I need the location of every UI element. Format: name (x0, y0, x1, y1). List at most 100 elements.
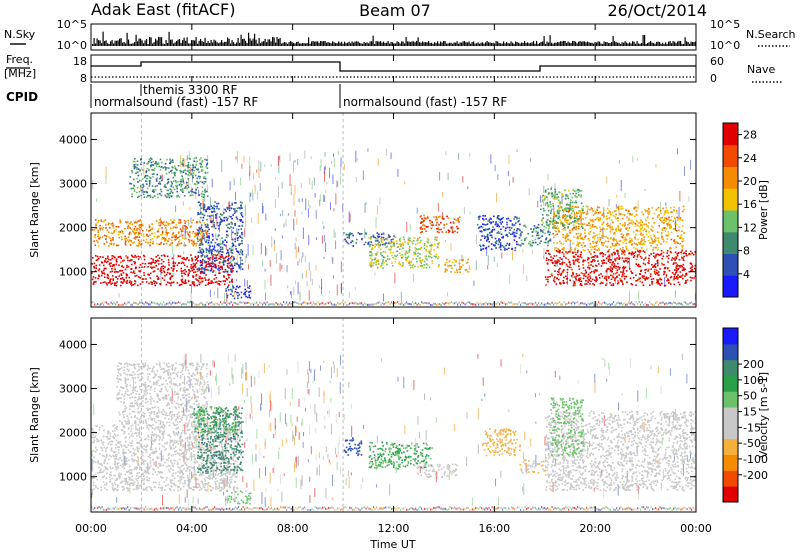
near-range-point (212, 303, 214, 306)
nsky-bar (464, 41, 466, 46)
scatter-point (170, 188, 173, 191)
near-range-point (539, 303, 541, 306)
scatter-point (592, 240, 594, 243)
scatter-point (136, 177, 138, 180)
noise-point (629, 258, 631, 271)
noise-point (142, 188, 144, 193)
scatter-point (389, 235, 391, 238)
scatter-point (208, 244, 211, 247)
scatter-point (174, 173, 176, 175)
scatter-point (141, 278, 144, 280)
nsky-bar (551, 42, 553, 46)
scatter-point (202, 272, 205, 275)
scatter-point (99, 228, 101, 231)
scatter-point (602, 261, 604, 264)
scatter-point (142, 233, 145, 236)
scatter-point (202, 207, 205, 209)
scatter-point (566, 268, 569, 271)
scatter-point (203, 234, 205, 237)
scatter-point (365, 233, 368, 235)
scatter-point (143, 190, 145, 193)
scatter-point (545, 252, 547, 254)
scatter-point (104, 219, 107, 221)
nsky-bar (120, 38, 122, 46)
near-range-point (326, 301, 328, 304)
scatter-point (656, 261, 659, 264)
scatter-point (203, 203, 206, 205)
nsky-bar (279, 37, 281, 46)
scatter-point (469, 268, 471, 270)
scatter-point (645, 233, 648, 236)
noise-point (294, 185, 296, 195)
scatter-point (165, 229, 168, 231)
scatter-point (191, 260, 193, 262)
scatter-point (222, 260, 225, 262)
noise-point (655, 164, 657, 168)
noise-point (282, 210, 284, 217)
scatter-point (110, 278, 112, 280)
scatter-point (422, 224, 424, 227)
scatter-point (581, 238, 584, 240)
scatter-point (480, 230, 483, 232)
scatter-point (625, 270, 628, 272)
scatter-point (200, 226, 203, 229)
scatter-point (148, 225, 151, 228)
scatter-point (215, 276, 218, 279)
near-range-point (473, 303, 475, 306)
nsky-bar (308, 37, 310, 46)
near-range-point (262, 303, 264, 306)
noise-point (323, 256, 325, 259)
scatter-point (488, 219, 491, 221)
scatter-point (239, 219, 242, 222)
noise-point (319, 285, 321, 289)
scatter-point (222, 280, 225, 282)
scatter-point (565, 217, 567, 219)
scatter-point (515, 222, 517, 224)
scatter-point (228, 215, 231, 218)
scatter-point (608, 258, 610, 260)
scatter-point (555, 254, 558, 257)
scatter-point (162, 260, 165, 263)
near-range-point (613, 301, 615, 304)
scatter-point (549, 238, 552, 241)
scatter-point (580, 280, 583, 283)
scatter-point (534, 226, 537, 229)
scatter-point (201, 267, 204, 270)
nsky-bar (284, 42, 286, 46)
scatter-point (529, 243, 532, 246)
scatter-point (569, 249, 571, 252)
scatter-point (577, 255, 579, 258)
scatter-point (485, 240, 488, 242)
scatter-point (168, 272, 171, 275)
nsky-bar (396, 41, 398, 46)
scatter-point (597, 260, 599, 263)
scatter-point (220, 280, 222, 283)
nsky-bar (624, 41, 626, 46)
scatter-point (396, 246, 399, 248)
scatter-point (103, 243, 106, 245)
scatter-point (569, 205, 571, 208)
scatter-point (223, 259, 226, 262)
near-range-point (601, 303, 603, 306)
nsky-bar (264, 38, 266, 46)
scatter-point (104, 281, 106, 283)
scatter-point (159, 270, 162, 272)
scatter-point (499, 239, 501, 241)
scatter-point (588, 267, 591, 269)
scatter-point (234, 240, 237, 243)
scatter-point (246, 286, 249, 289)
scatter-point (622, 248, 624, 251)
scatter-point (552, 236, 555, 239)
scatter-point (136, 274, 138, 277)
cpid-segment-2: normalsound (fast) -157 RF (343, 95, 507, 109)
scatter-point (650, 278, 653, 281)
noise-point (280, 250, 282, 260)
scatter-point (227, 259, 229, 261)
noise-point (190, 167, 192, 176)
scatter-point (455, 219, 457, 221)
nsky-bar (147, 43, 149, 46)
scatter-point (217, 264, 220, 267)
scatter-point (206, 190, 208, 193)
scatter-point (93, 229, 96, 231)
noise-point (235, 278, 237, 282)
